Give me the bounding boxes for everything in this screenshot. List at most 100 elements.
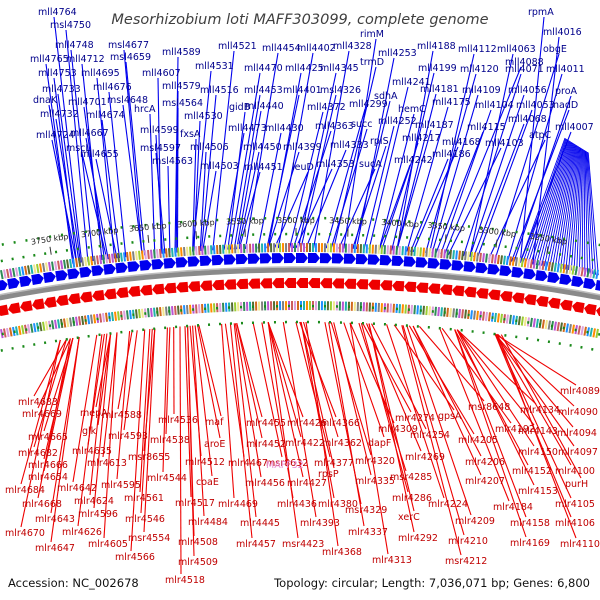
reverse-gene-label: mlr4538 [150,435,190,446]
reverse-gene-label: mlr4484 [188,517,228,528]
reverse-gene-label: msr4212 [445,556,487,567]
forward-gene-label: mll4103 [485,138,524,149]
gene-leader-line [200,94,217,251]
gene-leader-line [496,334,577,539]
gene-leader-line [325,108,366,249]
gene-leader-line [139,328,151,493]
rna-gene-label: MAFF32 [266,460,304,471]
gene-leader-line [473,123,525,258]
forward-gene-label: gidB [229,102,250,113]
gene-leader-line [412,325,482,457]
forward-gene-label: mll4454 [262,43,301,54]
forward-gene-label: mll4363 [315,121,354,132]
forward-gene-label: mll4187 [415,120,454,131]
forward-gene-label: mll4599 [140,125,179,136]
reverse-gene-label: aroE [204,439,225,450]
gene-leader-line [454,329,527,538]
forward-gene-label: mll4016 [543,27,582,38]
reverse-gene-label: gpsA [438,411,462,422]
forward-gene-label: rplS [370,136,389,147]
forward-gene-label: mll4241 [392,77,431,88]
reverse-gene-label: mlr4158 [510,518,550,529]
forward-gene-label: mll4712 [66,54,105,65]
kbp-tick-label: 3500 kbp [277,216,315,225]
gene-leader-line [194,325,213,477]
gene-leader-line [37,338,71,409]
forward-gene-label: msl4564 [162,98,203,109]
gene-leader-line [469,94,525,257]
gene-leader-line [81,152,108,260]
kbp-tick-label: 3450 kbp [329,216,367,226]
gene-leader-line [371,323,427,430]
gene-leader-line [343,38,377,249]
forward-gene-label: mll4516 [200,85,239,96]
gene-leader-line [229,72,261,250]
gene-leader-line [43,337,74,432]
forward-gene-label: mll4115 [467,122,506,133]
gene-leader-line [176,107,179,253]
reverse-gene-label: msr4285 [390,472,432,483]
reverse-gene-label: mlr4561 [124,493,164,504]
forward-gene-label: mll4503 [200,161,239,172]
gene-leader-line [519,16,545,263]
forward-gene-label: mll4530 [184,111,223,122]
reverse-gene-label: mlr4518 [165,575,205,586]
kbp-tick-label: 3550 kbp [226,216,264,226]
gene-leader-line [330,322,372,456]
forward-gene-label: mll4701 [68,97,107,108]
forward-gene-label: msl4597 [140,143,181,154]
forward-gene-label: mll4667 [70,128,109,139]
reverse-gene-label: mlr4094 [557,428,597,439]
gene-leader-line [37,338,71,499]
reverse-gene-label: msr4423 [282,539,324,550]
gene-leader-line [72,334,98,483]
reverse-gene-label: mlr4517 [175,498,215,509]
forward-gene-label: obgE [543,44,567,55]
forward-gene-label: mll4676 [93,82,132,93]
gene-leader-line [125,61,146,256]
gene-leader-line [300,321,335,469]
gene-leader-line [343,322,385,438]
reverse-gene-label: msr4554 [128,533,170,544]
gene-leader-line [261,322,294,499]
reverse-gene-label: mlr4668 [22,499,62,510]
forward-gene-label: mll4655 [80,149,119,160]
forward-gene-label: mll4589 [162,47,201,58]
forward-gene-labels: mll4764 msl4750 mll4748 msl4677 mll4589 mll45… [30,7,594,173]
reverse-gene-label: mlr4105 [555,499,595,510]
gene-leader-line [497,333,575,407]
reverse-gene-label: mlr4595 [101,480,141,491]
forward-gene-label: mll4007 [555,122,594,133]
forward-gene-label: mll4732 [40,109,79,120]
gene-leader-line [229,323,253,539]
gene-leader-line [456,329,535,486]
forward-gene-label: mll4579 [162,81,201,92]
forward-gene-label: mll4430 [265,123,304,134]
gene-leader-line [33,338,68,448]
forward-gene-label: mll4733 [42,84,81,95]
forward-gene-label: rpmA [528,7,554,18]
reverse-gene-label: mlr4320 [355,456,395,467]
map-title: Mesorhizobium loti MAFF303099, complete … [111,12,488,28]
reverse-gene-label: mlr4380 [318,499,358,510]
forward-gene-label: mscL [66,143,91,154]
genome-tracks [0,216,600,353]
gene-leader-line [289,111,324,249]
forward-gene-label: mll4063 [497,44,536,55]
gene-leader-line [223,132,245,250]
gene-leader-line [406,106,449,252]
forward-gene-label: mll4473 [228,123,267,134]
gene-leader-line [95,158,118,259]
reverse-gene-label: mlr4588 [102,410,142,421]
forward-gene-label: mll4053 [516,100,555,111]
reverse-gene-label: mlr4445 [240,518,280,529]
reverse-gene-label: mlr4642 [57,483,97,494]
gene-leader-line [33,338,68,397]
reverse-gene-label: mlr4683 [18,397,58,408]
forward-gene-label: mll4068 [508,114,547,125]
gene-leader-line [53,16,83,263]
reverse-gene-label: mlr4457 [236,539,276,550]
reverse-gene-label: mlr4508 [178,537,218,548]
forward-gene-label: mll4450 [243,142,282,153]
